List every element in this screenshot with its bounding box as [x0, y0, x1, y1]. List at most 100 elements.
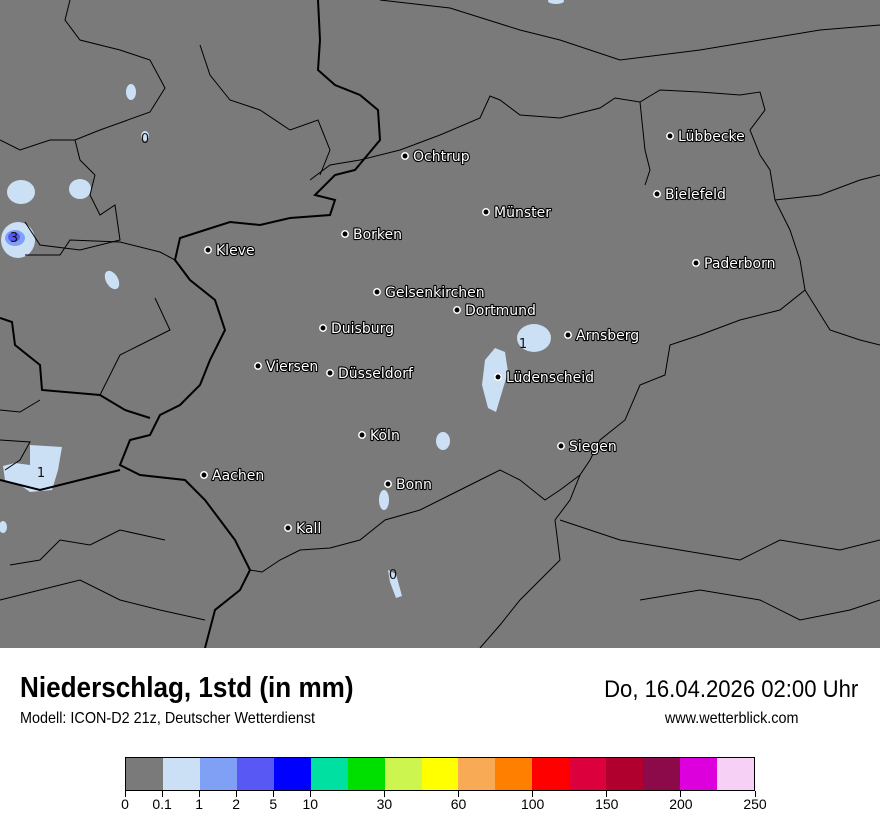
precip-area [8, 232, 20, 242]
legend-tick [272, 791, 274, 797]
city-label: Ochtrup [413, 149, 470, 165]
city-marker [401, 152, 409, 160]
legend-swatch [532, 758, 570, 790]
model-info: Modell: ICON-D2 21z, Deutscher Wetterdie… [20, 710, 316, 727]
city-arnsberg: Arnsberg [564, 327, 640, 345]
city-label: Gelsenkirchen [385, 285, 485, 301]
city-marker [200, 471, 208, 479]
region-border [99, 297, 171, 396]
city-label: Paderborn [704, 256, 775, 272]
precip-area [517, 324, 551, 352]
legend-swatch [384, 758, 422, 790]
precipitation-areas [0, 0, 564, 598]
city-label: Düsseldorf [338, 366, 414, 382]
city-marker [319, 324, 327, 332]
city-marker [564, 331, 572, 339]
city-marker [557, 442, 565, 450]
city-marker [653, 190, 661, 198]
legend-swatch [421, 758, 459, 790]
legend-tick [161, 791, 163, 797]
precip-area [548, 0, 564, 4]
legend-tick [309, 791, 311, 797]
city-dortmund: Dortmund [453, 302, 537, 320]
legend-tick [680, 791, 682, 797]
precip-area [482, 348, 508, 412]
city-label: Kleve [216, 243, 255, 259]
precip-area [0, 521, 7, 533]
legend-tick [532, 791, 534, 797]
city-kleve: Kleve [204, 242, 256, 260]
city-siegen: Siegen [557, 438, 618, 456]
legend-tick-label: 0.1 [152, 796, 172, 812]
legend-swatch [126, 758, 163, 790]
legend-tick [458, 791, 460, 797]
region-border [9, 529, 166, 566]
legend-swatch [236, 758, 274, 790]
city-label: Münster [494, 205, 551, 221]
contour-labels: 0 3 1 1 0 [10, 132, 527, 583]
city-marker [494, 373, 502, 381]
city-label: Viersen [266, 359, 318, 375]
city-label: Duisburg [331, 321, 394, 337]
website-link[interactable]: www.wetterblick.com [664, 710, 798, 727]
country-border [0, 469, 121, 492]
country-border [0, 317, 151, 419]
city-düsseldorf: Düsseldorf [326, 365, 415, 383]
region-border [0, 399, 41, 471]
city-köln: Köln [358, 427, 401, 445]
legend-tick [124, 791, 126, 797]
legend-swatch [458, 758, 496, 790]
legend-tick [754, 791, 756, 797]
legend-swatch [643, 758, 681, 790]
legend-swatch [347, 758, 385, 790]
legend-tick-label: 1 [195, 796, 204, 812]
state-border [804, 289, 880, 346]
legend-tick [606, 791, 608, 797]
city-marker [482, 208, 490, 216]
city-marker [358, 431, 366, 439]
legend-tick-label: 30 [376, 796, 393, 812]
state-border [559, 519, 880, 561]
region-border [379, 0, 880, 61]
region-border [25, 239, 176, 261]
city-marker [453, 306, 461, 314]
precip-area [69, 179, 91, 199]
legend-tick-label: 250 [743, 796, 767, 812]
legend-swatch [273, 758, 311, 790]
country-border [118, 0, 382, 648]
contour-label: 0 [389, 568, 397, 583]
legend-swatch [162, 758, 200, 790]
city-label: Borken [353, 227, 402, 243]
legend-tick-label: 200 [669, 796, 693, 812]
city-münster: Münster [482, 204, 552, 222]
legend-tick-label: 150 [595, 796, 619, 812]
legend-tick [383, 791, 385, 797]
city-marker [692, 259, 700, 267]
contour-label: 1 [37, 466, 45, 481]
city-label: Aachen [212, 468, 264, 484]
region-border [199, 44, 331, 176]
region-border [24, 139, 121, 251]
city-marker [666, 132, 674, 140]
state-border [639, 101, 651, 186]
legend-tick-label: 60 [450, 796, 467, 812]
color-legend [125, 757, 755, 791]
legend-tick-label: 2 [232, 796, 241, 812]
city-bonn: Bonn [384, 476, 433, 494]
city-label: Lübbecke [678, 129, 745, 145]
city-label: Siegen [569, 439, 617, 455]
legend-swatch [199, 758, 237, 790]
legend-swatch [495, 758, 533, 790]
legend-ticks: 0 0.1 1 2 5 10 30 60 100 150 200 250 [121, 791, 767, 821]
precip-area [388, 570, 402, 598]
city-paderborn: Paderborn [692, 255, 777, 273]
city-label: Lüdenscheid [506, 370, 594, 386]
map-title: Niederschlag, 1std (in mm) [20, 672, 354, 704]
city-ochtrup: Ochtrup [401, 148, 471, 166]
city-label: Kall [296, 521, 321, 537]
city-borken: Borken [341, 226, 403, 244]
city-bielefeld: Bielefeld [653, 186, 727, 204]
precip-area [436, 432, 450, 450]
contour-label: 1 [519, 337, 527, 352]
region-border [0, 0, 166, 151]
